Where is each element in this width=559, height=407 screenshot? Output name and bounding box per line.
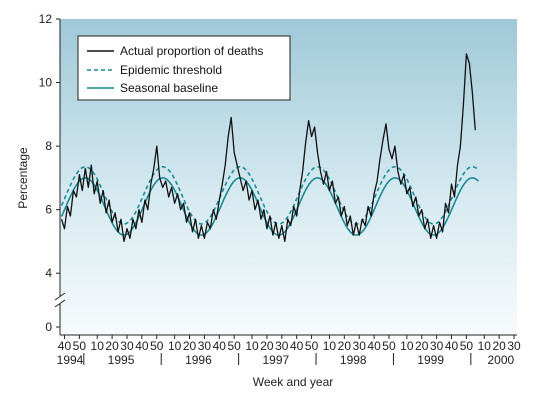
x-tick-label: 50 (73, 339, 87, 353)
actual-deaths-line (60, 53, 476, 243)
x-tick-label: 20 (260, 339, 274, 353)
x-year-label: 1995 (108, 353, 135, 367)
x-year-label: 1997 (262, 353, 289, 367)
x-tick-label: 50 (460, 339, 474, 353)
y-tick-label: 12 (39, 12, 53, 26)
x-tick-label: 20 (492, 339, 506, 353)
x-tick-label: 10 (478, 339, 492, 353)
x-tick-label: 40 (367, 339, 381, 353)
legend-box (77, 35, 291, 101)
y-tick-label: 0 (45, 320, 52, 334)
x-tick-label: 20 (183, 339, 197, 353)
x-tick-label: 30 (275, 339, 289, 353)
x-axis: 40 50 10 20 30 40 50 10 20 30 40 50 10 20 30 40 50 10 20 30… (57, 334, 521, 367)
legend: Actual proportion of deaths Epidemic thr… (77, 35, 291, 101)
y-axis: 0 4 6 8 10 12 (39, 12, 66, 335)
x-tick-label: 20 (415, 339, 429, 353)
x-tick-label: 40 (445, 339, 459, 353)
x-tick-label: 10 (91, 339, 105, 353)
legend-label-baseline: Seasonal baseline (120, 81, 218, 95)
x-tick-label: 40 (290, 339, 304, 353)
x-tick-label: 40 (213, 339, 227, 353)
x-tick-label: 50 (227, 339, 241, 353)
x-tick-label: 10 (323, 339, 337, 353)
x-tick-label: 30 (120, 339, 134, 353)
series-layer (60, 53, 479, 243)
x-tick-label: 30 (353, 339, 367, 353)
x-tick-label: 30 (198, 339, 212, 353)
x-tick-label: 20 (338, 339, 352, 353)
x-tick-label: 50 (305, 339, 319, 353)
x-year-label: 2000 (488, 353, 515, 367)
x-tick-label: 40 (135, 339, 149, 353)
y-tick-label: 10 (39, 76, 53, 90)
x-tick-label: 10 (400, 339, 414, 353)
x-year-label: 1996 (185, 353, 212, 367)
legend-label-threshold: Epidemic threshold (120, 63, 222, 77)
x-tick-label: 30 (507, 339, 521, 353)
x-tick-label: 20 (105, 339, 119, 353)
x-year-label: 1999 (417, 353, 444, 367)
y-tick-label: 4 (45, 266, 52, 280)
y-tick-label: 6 (45, 203, 52, 217)
x-tick-label: 10 (168, 339, 182, 353)
y-axis-break-mark (54, 299, 66, 308)
x-axis-title: Week and year (253, 375, 334, 389)
x-year-label: 1994 (57, 353, 84, 367)
y-axis-break-mark (54, 292, 66, 301)
x-tick-label: 30 (430, 339, 444, 353)
x-tick-label: 50 (382, 339, 396, 353)
x-tick-label: 50 (150, 339, 164, 353)
x-tick-label: 40 (58, 339, 72, 353)
y-tick-label: 8 (45, 139, 52, 153)
y-axis-title: Percentage (16, 147, 30, 209)
x-tick-label: 10 (245, 339, 259, 353)
x-year-label: 1998 (340, 353, 367, 367)
legend-label-actual: Actual proportion of deaths (120, 44, 263, 58)
